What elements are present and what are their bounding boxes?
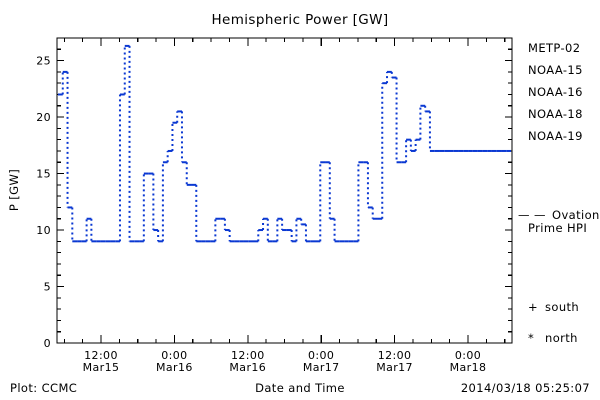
legend-satellite-noaa-19[interactable]: NOAA-19 [528,129,583,143]
footer-plot-source: Plot: CCMC [10,381,77,395]
legend-ovation-label-line1[interactable]: Ovation [552,208,600,222]
legend-ovation-dash-sample: — — [518,208,546,222]
x-tick-time-label: 12:00 [84,349,118,362]
x-tick-time-label: 0:00 [308,349,334,362]
legend-satellite-metp-02[interactable]: METP-02 [528,41,580,55]
legend-ovation-label-line2[interactable]: Prime HPI [528,221,587,235]
x-tick-date-label: Mar15 [83,361,120,374]
legend-satellite-noaa-15[interactable]: NOAA-15 [528,63,583,77]
x-tick-date-label: Mar16 [229,361,266,374]
y-tick-label: 0 [44,337,51,350]
y-tick-label: 25 [36,55,51,68]
x-tick-date-label: Mar18 [450,361,487,374]
legend-marker-symbol-south: + [528,300,538,314]
x-tick-time-label: 12:00 [231,349,265,362]
y-tick-label: 15 [36,168,51,181]
x-axis-title: Date and Time [255,381,345,395]
legend: METP-02 NOAA-15 NOAA-16 NOAA-18 NOAA-19 — — Ov… [518,41,600,345]
legend-marker-label-south[interactable]: south [545,300,579,314]
x-tick-date-label: Mar16 [156,361,193,374]
legend-satellite-noaa-18[interactable]: NOAA-18 [528,107,583,121]
x-axis-ticks: 12:00Mar150:00Mar1612:00Mar160:00Mar1712… [63,38,506,374]
x-tick-time-label: 12:00 [378,349,412,362]
legend-satellite-noaa-16[interactable]: NOAA-16 [528,85,583,99]
x-tick-time-label: 0:00 [455,349,481,362]
y-tick-label: 5 [44,281,51,294]
legend-marker-symbol-north: * [528,331,534,345]
y-tick-label: 20 [36,111,51,124]
y-axis-label: P [GW] [7,169,21,211]
legend-marker-label-north[interactable]: north [545,331,578,345]
y-tick-label: 10 [36,224,51,237]
page-title: Hemispheric Power [GW] [211,12,388,28]
data-series-ovation-prime-hpi [58,44,511,243]
footer-timestamp: 2014/03/18 05:25:07 [461,381,590,395]
x-tick-time-label: 0:00 [161,349,187,362]
y-axis-ticks: 0 5 10 15 20 25 [36,37,512,350]
x-tick-date-label: Mar17 [303,361,340,374]
x-tick-date-label: Mar17 [376,361,413,374]
